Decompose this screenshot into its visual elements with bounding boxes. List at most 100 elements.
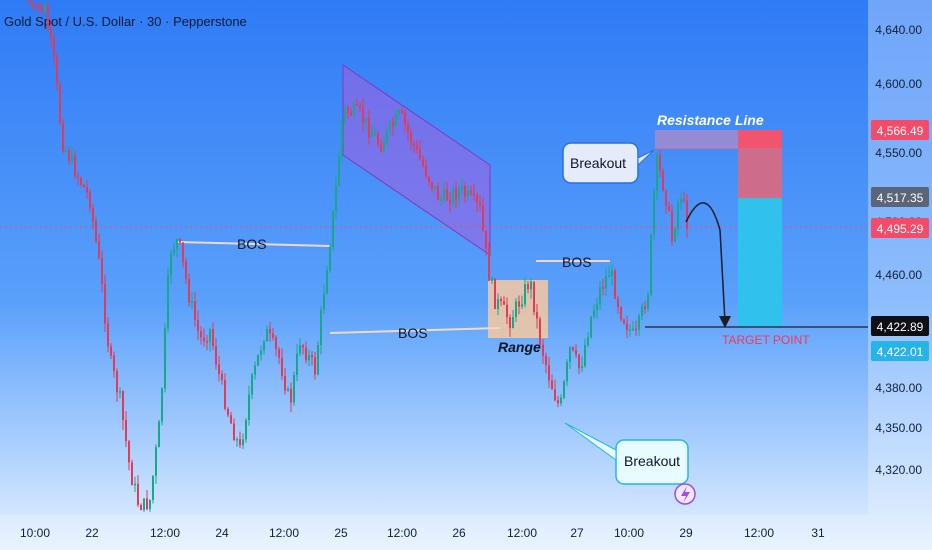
candle-body bbox=[521, 304, 523, 307]
candle-body bbox=[569, 347, 571, 363]
candle-body bbox=[377, 134, 379, 145]
candle-body bbox=[167, 275, 169, 328]
bos-line-2 bbox=[329, 327, 501, 334]
candle-body bbox=[527, 284, 529, 290]
lightning-icon[interactable] bbox=[674, 483, 696, 505]
candle-body bbox=[368, 118, 370, 138]
candle-body bbox=[662, 170, 664, 191]
candle-body bbox=[611, 270, 613, 276]
candle-body bbox=[410, 132, 412, 143]
candle-body bbox=[404, 112, 406, 125]
candle-body bbox=[515, 301, 517, 317]
candle-body bbox=[107, 323, 109, 347]
candle-body bbox=[284, 375, 286, 391]
candle-body bbox=[230, 415, 232, 424]
resistance-label: Resistance Line bbox=[657, 112, 764, 128]
candle-body bbox=[365, 118, 367, 123]
candle-body bbox=[632, 328, 634, 331]
candle-body bbox=[140, 504, 142, 510]
candle-body bbox=[224, 379, 226, 409]
candle-body bbox=[512, 316, 514, 329]
price-label-text: 4,495.29 bbox=[877, 222, 924, 236]
price-label-text: 4,422.01 bbox=[877, 345, 924, 359]
y-tick-label: 4,460.00 bbox=[875, 268, 922, 282]
candle-body bbox=[395, 113, 397, 127]
candle-body bbox=[260, 350, 262, 355]
candle-body bbox=[194, 301, 196, 320]
y-tick-label: 4,380.00 bbox=[875, 381, 922, 395]
bos-label-3: BOS bbox=[562, 254, 592, 270]
candle-body bbox=[152, 475, 154, 500]
candle-body bbox=[557, 400, 559, 404]
candle-body bbox=[644, 306, 646, 309]
candle-body bbox=[659, 154, 661, 171]
bos-label-1: BOS bbox=[237, 236, 267, 252]
candle-body bbox=[431, 182, 433, 189]
candle-body bbox=[374, 134, 376, 136]
bos-line-1 bbox=[177, 241, 331, 247]
candle-body bbox=[56, 57, 58, 85]
candle-body bbox=[353, 104, 355, 116]
candle-body bbox=[104, 283, 106, 324]
candle-body bbox=[464, 186, 466, 197]
candle-body bbox=[389, 122, 391, 130]
candle-body bbox=[116, 370, 118, 393]
candle-body bbox=[401, 110, 403, 113]
candle-body bbox=[500, 299, 502, 302]
candle-body bbox=[428, 177, 430, 183]
candle-body bbox=[44, 5, 46, 11]
candle-body bbox=[182, 242, 184, 262]
candle-body bbox=[338, 157, 340, 186]
candle-body bbox=[239, 439, 241, 446]
x-tick-label: 24 bbox=[215, 526, 229, 540]
candle-body bbox=[200, 331, 202, 338]
candle-body bbox=[347, 107, 349, 113]
candle-body bbox=[245, 419, 247, 440]
x-tick-label: 12:00 bbox=[269, 526, 299, 540]
candle-body bbox=[419, 148, 421, 160]
range-label: Range bbox=[498, 339, 541, 355]
candle-body bbox=[371, 134, 373, 138]
y-tick-label: 4,600.00 bbox=[875, 77, 922, 91]
candle-body bbox=[578, 354, 580, 369]
candle-body bbox=[620, 307, 622, 320]
candle-body bbox=[263, 341, 265, 351]
candle-body bbox=[650, 234, 652, 295]
candle-body bbox=[86, 187, 88, 193]
candle-body bbox=[383, 142, 385, 152]
candle-body bbox=[137, 483, 139, 505]
candle-body bbox=[206, 341, 208, 343]
candle-body bbox=[647, 294, 649, 309]
candle-body bbox=[125, 419, 127, 442]
target-label: TARGET POINT bbox=[722, 333, 810, 347]
candle-body bbox=[323, 293, 325, 310]
candle-body bbox=[539, 318, 541, 345]
candle-body bbox=[131, 462, 133, 486]
price-label-box bbox=[871, 187, 929, 207]
candle-body bbox=[350, 112, 352, 116]
breakout-callout-top: Breakout bbox=[562, 142, 655, 184]
candle-body bbox=[488, 248, 490, 281]
candle-body bbox=[656, 154, 658, 191]
candle-body bbox=[626, 323, 628, 331]
candle-body bbox=[452, 188, 454, 204]
candle-body bbox=[320, 309, 322, 345]
candle-body bbox=[269, 329, 271, 334]
x-tick-label: 10:00 bbox=[20, 526, 50, 540]
candle-body bbox=[185, 261, 187, 279]
candle-body bbox=[68, 150, 70, 162]
candle-body bbox=[335, 185, 337, 212]
x-tick-label: 12:00 bbox=[150, 526, 180, 540]
candle-body bbox=[47, 5, 49, 30]
candle-body bbox=[458, 188, 460, 200]
candle-body bbox=[623, 319, 625, 324]
candle-body bbox=[332, 211, 334, 247]
candle-body bbox=[380, 144, 382, 152]
candle-body bbox=[551, 380, 553, 390]
candle-body bbox=[572, 347, 574, 351]
candle-body bbox=[53, 37, 55, 58]
candle-body bbox=[62, 123, 64, 152]
y-tick-label: 4,550.00 bbox=[875, 146, 922, 160]
candle-body bbox=[617, 298, 619, 308]
